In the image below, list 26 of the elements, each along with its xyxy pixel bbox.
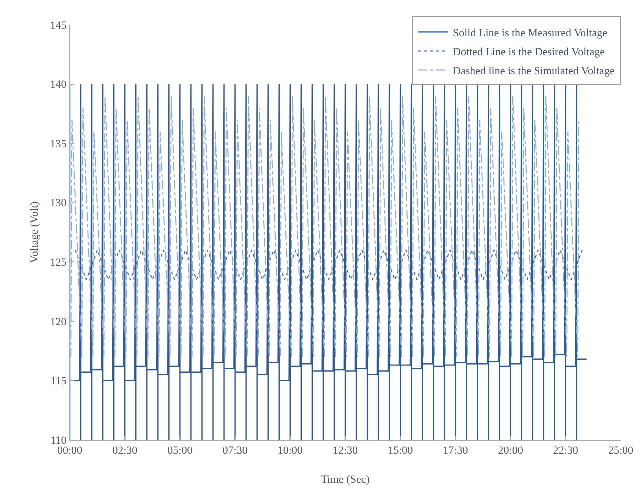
y-tick-label: 120: [50, 316, 68, 328]
line-series: [70, 84, 588, 440]
y-tick-label: 145: [50, 20, 68, 32]
legend-label: Dashed line is the Simulated Voltage: [453, 65, 615, 78]
x-tick-label: 07:30: [222, 445, 248, 458]
x-tick-label: 12:30: [332, 445, 359, 458]
line-series: [70, 96, 580, 358]
legend-label: Solid Line is the Measured Voltage: [453, 27, 608, 40]
x-tick-label: 10:00: [278, 445, 304, 458]
y-tick-label: 130: [50, 198, 68, 210]
x-tick-label: 02:30: [112, 445, 138, 458]
y-tick-label: 115: [50, 376, 68, 388]
x-tick-label: 22:30: [553, 445, 579, 458]
x-tick-label: 25:00: [608, 445, 634, 458]
legend-label: Dotted Line is the Desired Voltage: [453, 46, 606, 58]
y-tick-label: 140: [50, 79, 68, 92]
y-tick-label: 125: [50, 256, 68, 269]
y-tick-label: 135: [50, 138, 68, 150]
x-tick-label: 17:30: [443, 445, 469, 458]
y-tick-label: 110: [50, 434, 68, 447]
x-tick-label: 20:00: [498, 445, 524, 458]
y-axis-title: Voltage (Volt): [29, 201, 41, 264]
x-tick-label: 05:00: [168, 445, 194, 458]
x-axis-title: Time (Sec): [321, 474, 370, 486]
x-tick-label: 00:00: [57, 445, 84, 458]
x-tick-label: 15:00: [388, 445, 414, 458]
